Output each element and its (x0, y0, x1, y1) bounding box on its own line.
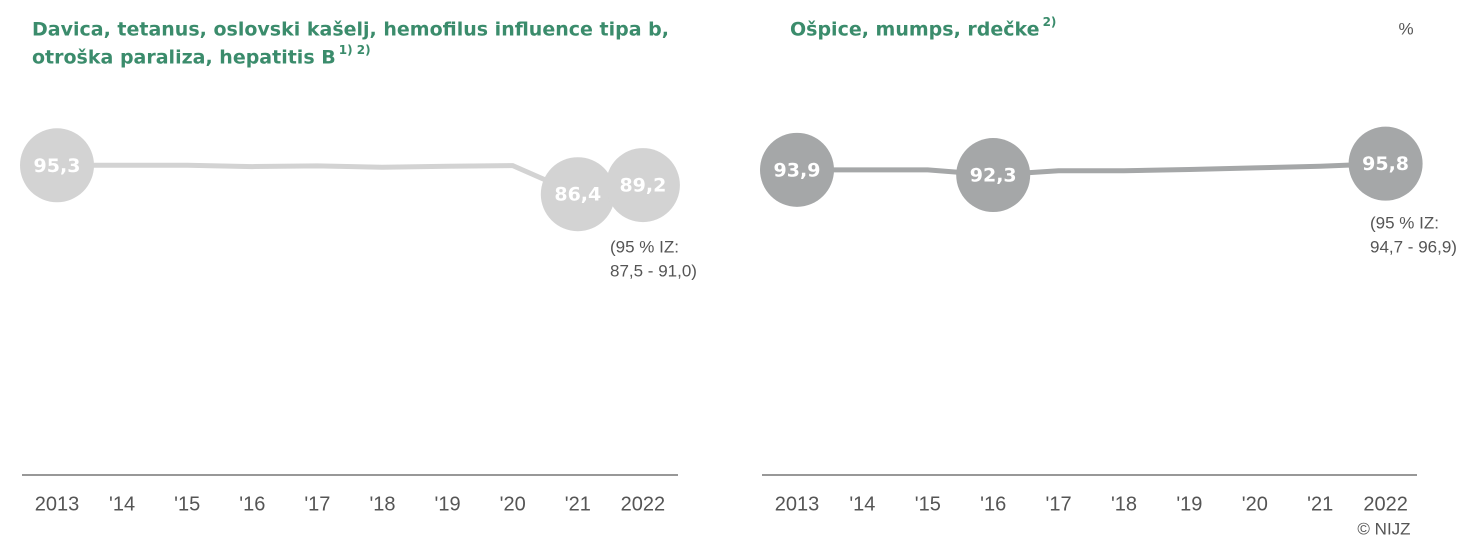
x-tick-label: '15 (915, 493, 941, 515)
x-tick-label: '20 (500, 493, 526, 515)
x-tick-label: '19 (435, 493, 461, 515)
x-tick-label: '18 (1111, 493, 1137, 515)
x-tick-label: '21 (1307, 493, 1333, 515)
title-note: 2) (1043, 15, 1057, 29)
x-tick-label: '16 (239, 493, 265, 515)
point-bubble (760, 132, 834, 207)
data-label: 95,8 (1362, 153, 1409, 175)
x-tick-label: '18 (369, 493, 395, 515)
annotation: 87,5 - 91,0) (610, 261, 697, 280)
x-tick-label: 2013 (35, 493, 80, 515)
title-note: 1) 2) (339, 43, 371, 57)
x-tick-label: '14 (849, 493, 875, 515)
chart-title: Ošpice, mumps, rdečke 2) (790, 15, 1056, 41)
chart-title: otroška paraliza, hepatitis B 1) 2) (32, 43, 371, 69)
x-tick-label: '19 (1176, 493, 1202, 515)
x-tick-label: '16 (980, 493, 1006, 515)
chart-title: Davica, tetanus, oslovski kašelj, hemofi… (32, 19, 669, 41)
point-bubble (540, 157, 615, 232)
x-tick-label: 2022 (621, 493, 666, 515)
x-tick-label: 2013 (775, 493, 820, 515)
point-bubble (956, 138, 1031, 213)
x-tick-label: '17 (304, 493, 330, 515)
point-bubble (1348, 126, 1423, 201)
series-line (797, 161, 1386, 178)
annotation: (95 % IZ: (610, 237, 679, 256)
data-label: 93,9 (774, 159, 821, 181)
x-tick-label: '21 (565, 493, 591, 515)
x-tick-label: '17 (1046, 493, 1072, 515)
unit-label: % (1398, 19, 1413, 38)
data-label: 86,4 (554, 184, 601, 206)
x-tick-label: 2022 (1363, 493, 1408, 515)
x-tick-label: '15 (174, 493, 200, 515)
data-label: 95,3 (34, 155, 81, 177)
data-label: 89,2 (619, 175, 666, 197)
x-tick-label: '14 (109, 493, 135, 515)
x-tick-label: '20 (1242, 493, 1268, 515)
data-label: 92,3 (970, 165, 1017, 187)
annotation: 94,7 - 96,9) (1370, 237, 1457, 256)
point-bubble (20, 128, 94, 203)
annotation: (95 % IZ: (1370, 213, 1439, 232)
source: © NIJZ (1357, 519, 1410, 538)
point-bubble (605, 148, 680, 223)
